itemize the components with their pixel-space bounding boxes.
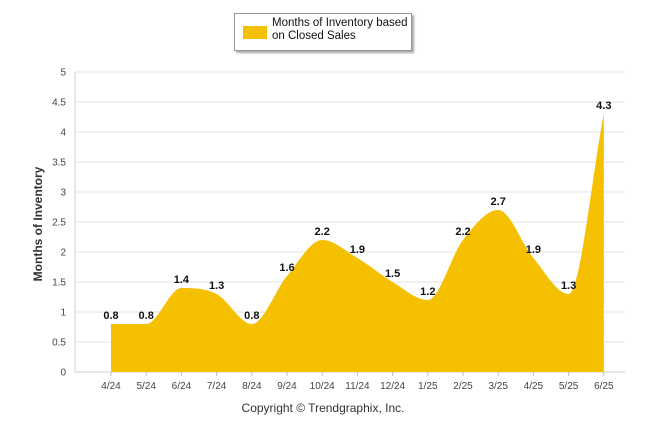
data-label: 1.6 (279, 262, 294, 274)
legend: Months of Inventory based on Closed Sale… (234, 13, 412, 51)
y-tick-label: 4.5 (52, 98, 66, 109)
x-tick-label: 2/25 (453, 381, 473, 392)
data-label: 4.3 (596, 100, 611, 112)
data-label: 0.8 (103, 310, 118, 322)
data-label: 2.7 (491, 196, 506, 208)
area-series (111, 114, 604, 372)
data-label: 1.3 (209, 280, 224, 292)
x-tick-label: 12/24 (380, 381, 405, 392)
x-tick-label: 3/25 (488, 381, 508, 392)
data-label: 1.9 (350, 244, 365, 256)
x-tick-label: 4/25 (524, 381, 544, 392)
y-tick-label: 0.5 (52, 338, 66, 349)
y-tick-label: 3.5 (52, 158, 66, 169)
data-label: 2.2 (455, 226, 470, 238)
data-label: 1.3 (561, 280, 576, 292)
x-tick-label: 5/25 (559, 381, 579, 392)
x-tick-label: 6/25 (594, 381, 614, 392)
legend-swatch (243, 26, 267, 39)
y-tick-label: 2 (60, 248, 66, 259)
y-tick-label: 0 (60, 368, 66, 379)
data-label: 0.8 (139, 310, 154, 322)
data-label: 1.9 (526, 244, 541, 256)
y-tick-label: 3 (60, 188, 66, 199)
data-label: 1.4 (174, 274, 190, 286)
x-tick-label: 4/24 (101, 381, 121, 392)
copyright-text: Copyright © Trendgraphix, Inc. (241, 401, 405, 415)
x-tick-label: 7/24 (207, 381, 227, 392)
x-tick-label: 11/24 (345, 381, 370, 392)
x-tick-label: 9/24 (277, 381, 297, 392)
y-tick-label: 2.5 (52, 218, 66, 229)
x-tick-label: 1/25 (418, 381, 438, 392)
y-tick-label: 5 (60, 68, 66, 79)
data-label: 1.2 (420, 286, 435, 298)
x-tick-label: 10/24 (310, 381, 335, 392)
x-tick-label: 8/24 (242, 381, 262, 392)
y-tick-label: 4 (60, 128, 66, 139)
legend-label: Months of Inventory based on Closed Sale… (272, 17, 408, 42)
x-tick-label: 6/24 (172, 381, 192, 392)
x-tick-label: 5/24 (136, 381, 156, 392)
data-label: 0.8 (244, 310, 259, 322)
data-label: 2.2 (315, 226, 330, 238)
y-axis-label: Months of Inventory (31, 166, 45, 282)
y-tick-label: 1 (60, 308, 66, 319)
y-tick-label: 1.5 (52, 278, 66, 289)
data-label: 1.5 (385, 268, 400, 280)
